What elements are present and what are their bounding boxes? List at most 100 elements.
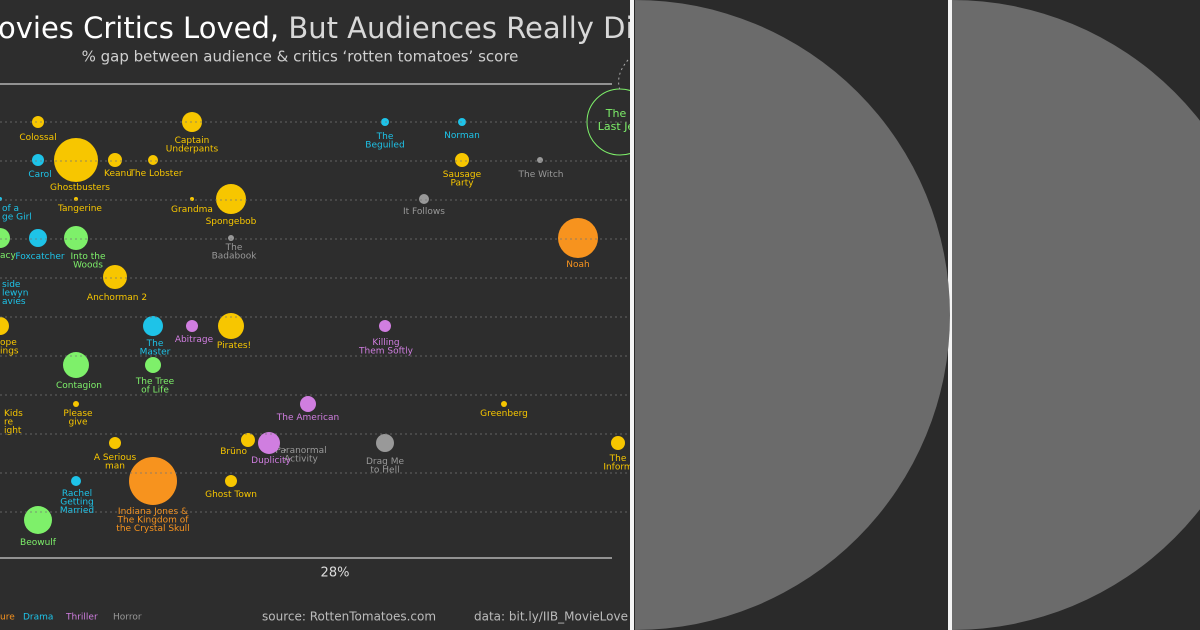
label-line: the Crystal Skull bbox=[116, 524, 189, 534]
bubble-label: Colossal bbox=[19, 133, 56, 143]
label-line: Drag Me bbox=[366, 457, 404, 467]
bubble bbox=[216, 184, 246, 214]
label-line: The bbox=[605, 107, 627, 120]
bubble bbox=[129, 457, 177, 505]
divider bbox=[630, 0, 634, 630]
label-line: Underpants bbox=[166, 144, 219, 154]
label-line: The Kingdom of bbox=[117, 515, 190, 525]
bubble bbox=[63, 352, 89, 378]
label-line: ings bbox=[0, 346, 19, 356]
bubble-label: Anchorman 2 bbox=[87, 293, 147, 303]
title-part: But Audiences Really Didn' bbox=[288, 11, 678, 45]
label-line: Colossal bbox=[19, 133, 56, 143]
bubble bbox=[54, 138, 98, 182]
label-line: Getting bbox=[60, 497, 94, 507]
bubble bbox=[419, 194, 429, 204]
bubble bbox=[186, 320, 198, 332]
label-line: Foxcatcher bbox=[15, 252, 64, 262]
label-line: give bbox=[68, 417, 88, 427]
label-line: Tangerine bbox=[57, 204, 102, 214]
label-line: Beguiled bbox=[365, 140, 404, 150]
label-line: Master bbox=[140, 347, 171, 357]
bubble bbox=[376, 434, 394, 452]
bubble-label: Indiana Jones & The Kingdom of the Crystal… bbox=[116, 507, 189, 534]
bubble-label: The Beguiled bbox=[365, 132, 404, 151]
legend-entry: ure bbox=[0, 613, 15, 623]
bubble-label: Killing Them Softly bbox=[358, 338, 414, 357]
bubble bbox=[24, 506, 52, 534]
bubble-label: acy bbox=[0, 251, 16, 261]
label-line: Greenberg bbox=[480, 409, 528, 419]
half-circle bbox=[952, 0, 1200, 630]
label-line: A Serious bbox=[94, 453, 137, 463]
label-line: The bbox=[225, 243, 243, 253]
bubble-label: Norman bbox=[444, 131, 480, 141]
bubble bbox=[32, 154, 44, 166]
subtitle: % gap between audience & critics ‘rotten… bbox=[82, 48, 519, 66]
bubble-label: The Badabook bbox=[212, 243, 258, 262]
bubble-label: Pirates! bbox=[217, 341, 251, 351]
label-line: Duplicity bbox=[251, 456, 291, 466]
label-line: It Follows bbox=[403, 207, 445, 217]
label-line: Captain bbox=[175, 136, 210, 146]
bubble-label: Foxcatcher bbox=[15, 252, 64, 262]
bubble-label: Into the Woods bbox=[70, 252, 105, 271]
title-part: ovies Critics Loved, bbox=[0, 11, 279, 45]
bubble bbox=[148, 155, 158, 165]
bubble-label: Sausage Party bbox=[443, 170, 482, 189]
label-line: Pirates! bbox=[217, 341, 251, 351]
label-line: of a bbox=[2, 204, 19, 214]
label-line: Ghost Town bbox=[205, 490, 257, 500]
label-line: The Witch bbox=[518, 170, 564, 180]
bubble bbox=[537, 157, 543, 163]
bubble bbox=[0, 228, 10, 248]
label-line: Inform bbox=[603, 462, 632, 472]
axis-label: 28% bbox=[321, 566, 350, 581]
label-line: ight bbox=[4, 426, 22, 436]
label-line: ge Girl bbox=[2, 212, 32, 222]
label-line: Grandma bbox=[171, 205, 213, 215]
bubble bbox=[73, 401, 79, 407]
bubble-label: Paranormal Activity bbox=[275, 446, 326, 465]
bubble-label: Captain Underpants bbox=[166, 136, 219, 155]
label-line: side bbox=[2, 280, 21, 290]
bubble-label: Greenberg bbox=[480, 409, 528, 419]
label-line: Party bbox=[450, 178, 474, 188]
bubble-label: The American bbox=[276, 413, 339, 423]
bubble-label: Drag Me to Hell bbox=[366, 457, 404, 476]
bubble bbox=[300, 396, 316, 412]
chart-panel bbox=[0, 0, 630, 630]
bubble-label: Tangerine bbox=[57, 204, 102, 214]
label-line: Sausage bbox=[443, 170, 482, 180]
bubble bbox=[501, 401, 507, 407]
bubble-label: The Tree of Life bbox=[135, 377, 175, 396]
label-line: Woods bbox=[73, 260, 103, 270]
label-line: ope bbox=[0, 338, 17, 348]
legend-entry: Drama bbox=[23, 613, 53, 623]
bubble-label: Noah bbox=[566, 260, 589, 270]
label-line: Carol bbox=[28, 170, 51, 180]
label-line: re bbox=[4, 417, 14, 427]
bubble-label: The Master bbox=[140, 339, 171, 358]
label-line: Into the bbox=[70, 252, 105, 262]
bubble bbox=[103, 265, 127, 289]
half-circle bbox=[635, 0, 950, 630]
bubble-label: Abitrage bbox=[175, 335, 214, 345]
bubble-label: The Last Je bbox=[598, 107, 635, 133]
bubble bbox=[0, 317, 9, 335]
label-line: Brüno bbox=[220, 447, 247, 457]
bubble bbox=[32, 116, 44, 128]
bubble bbox=[145, 357, 161, 373]
label-line: Anchorman 2 bbox=[87, 293, 147, 303]
bubble bbox=[455, 153, 469, 167]
bubble-label: It Follows bbox=[403, 207, 445, 217]
label-line: Paranormal bbox=[275, 446, 326, 456]
source: source: RottenTomatoes.com bbox=[262, 610, 436, 624]
label-line: Married bbox=[60, 506, 94, 516]
bubble-label: The Lobster bbox=[128, 169, 182, 179]
bubble-label: Carol bbox=[28, 170, 51, 180]
label-line: Please bbox=[63, 409, 93, 419]
label-line: Keanu bbox=[104, 169, 132, 179]
bubble bbox=[71, 476, 81, 486]
